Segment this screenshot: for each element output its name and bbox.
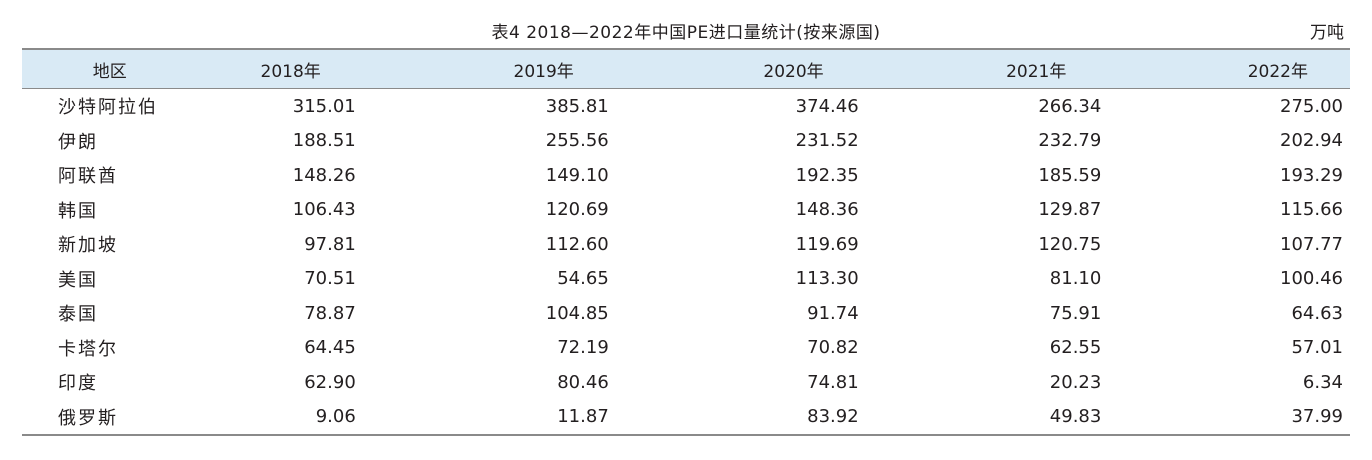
value-cell: 70.82	[807, 337, 859, 359]
value-cell: 74.81	[807, 371, 859, 393]
region-cell: 美国	[58, 269, 98, 291]
region-cell: 卡塔尔	[58, 338, 118, 360]
value-cell: 115.66	[1280, 199, 1343, 221]
value-cell: 70.51	[304, 268, 356, 290]
table-caption: 表4 2018—2022年中国PE进口量统计(按来源国)	[491, 23, 881, 43]
column-header-region: 地区	[22, 48, 198, 89]
value-cell: 374.46	[795, 95, 859, 117]
value-cell: 188.51	[292, 130, 356, 152]
value-cell: 107.77	[1280, 233, 1343, 255]
value-cell: 54.65	[557, 268, 609, 290]
value-cell: 113.30	[795, 268, 859, 290]
table-row: 新加坡 97.81 112.60 119.69 120.75 107.77	[22, 227, 1350, 262]
value-cell: 231.52	[795, 130, 859, 152]
column-header-2020: 2020年	[615, 48, 866, 89]
value-cell: 81.10	[1049, 268, 1102, 290]
value-cell: 72.19	[557, 337, 609, 359]
region-cell: 泰国	[58, 304, 98, 326]
value-cell: 62.55	[1049, 337, 1102, 359]
region-cell: 沙特阿拉伯	[58, 97, 158, 119]
value-cell: 104.85	[545, 302, 609, 324]
value-cell: 64.63	[1291, 302, 1343, 324]
region-cell: 俄罗斯	[22, 399, 198, 436]
value-cell: 202.94	[1280, 130, 1343, 152]
column-header-2019: 2019年	[362, 48, 616, 89]
value-cell: 255.56	[545, 130, 609, 152]
value-cell: 149.10	[545, 164, 609, 186]
value-cell: 49.83	[865, 399, 1109, 436]
value-cell: 11.87	[362, 399, 616, 436]
value-cell: 275.00	[1280, 95, 1343, 117]
region-cell: 韩国	[58, 200, 98, 222]
value-cell: 120.75	[1038, 233, 1102, 255]
value-cell: 37.99	[1108, 399, 1350, 436]
column-header-2022: 2022年	[1108, 48, 1350, 89]
column-header-2021: 2021年	[865, 48, 1109, 89]
value-cell: 62.90	[304, 371, 356, 393]
value-cell: 385.81	[545, 95, 609, 117]
value-cell: 83.92	[615, 399, 866, 436]
value-cell: 80.46	[557, 371, 609, 393]
table-row: 美国 70.51 54.65 113.30 81.10 100.46	[22, 262, 1350, 297]
value-cell: 112.60	[545, 233, 609, 255]
table-row: 阿联酋 148.26 149.10 192.35 185.59 193.29	[22, 158, 1350, 193]
value-cell: 232.79	[1038, 130, 1102, 152]
table-header-row: 地区 2018年 2019年 2020年 2021年 2022年	[22, 48, 1350, 89]
value-cell: 97.81	[304, 233, 356, 255]
value-cell: 120.69	[545, 199, 609, 221]
value-cell: 6.34	[1302, 371, 1343, 393]
table-row: 伊朗 188.51 255.56 231.52 232.79 202.94	[22, 124, 1350, 159]
value-cell: 9.06	[197, 399, 363, 436]
table-row: 俄罗斯 9.06 11.87 83.92 49.83 37.99	[22, 399, 1350, 436]
unit-label: 万吨	[1310, 23, 1344, 43]
value-cell: 148.36	[795, 199, 859, 221]
value-cell: 75.91	[1049, 302, 1102, 324]
value-cell: 106.43	[292, 199, 356, 221]
value-cell: 57.01	[1291, 337, 1343, 359]
value-cell: 129.87	[1038, 199, 1102, 221]
value-cell: 91.74	[807, 302, 859, 324]
value-cell: 315.01	[292, 95, 356, 117]
table-row: 印度 62.90 80.46 74.81 20.23 6.34	[22, 365, 1350, 400]
value-cell: 119.69	[795, 233, 859, 255]
value-cell: 193.29	[1280, 164, 1343, 186]
value-cell: 148.26	[292, 164, 356, 186]
region-cell: 伊朗	[58, 131, 98, 153]
table-row: 卡塔尔 64.45 72.19 70.82 62.55 57.01	[22, 331, 1350, 366]
table-row: 泰国 78.87 104.85 91.74 75.91 64.63	[22, 296, 1350, 331]
value-cell: 78.87	[304, 302, 356, 324]
value-cell: 266.34	[1038, 95, 1102, 117]
region-cell: 印度	[58, 373, 98, 395]
value-cell: 20.23	[1049, 371, 1102, 393]
value-cell: 64.45	[304, 337, 356, 359]
value-cell: 100.46	[1280, 268, 1343, 290]
import-volume-table: 地区 2018年 2019年 2020年 2021年 2022年 沙特阿拉伯 31…	[22, 48, 1350, 436]
region-cell: 阿联酋	[58, 166, 118, 188]
value-cell: 185.59	[1038, 164, 1102, 186]
value-cell: 192.35	[795, 164, 859, 186]
table-row: 沙特阿拉伯 315.01 385.81 374.46 266.34 275.00	[22, 89, 1350, 124]
table-row: 韩国 106.43 120.69 148.36 129.87 115.66	[22, 193, 1350, 228]
column-header-2018: 2018年	[197, 48, 363, 89]
region-cell: 新加坡	[58, 235, 118, 257]
